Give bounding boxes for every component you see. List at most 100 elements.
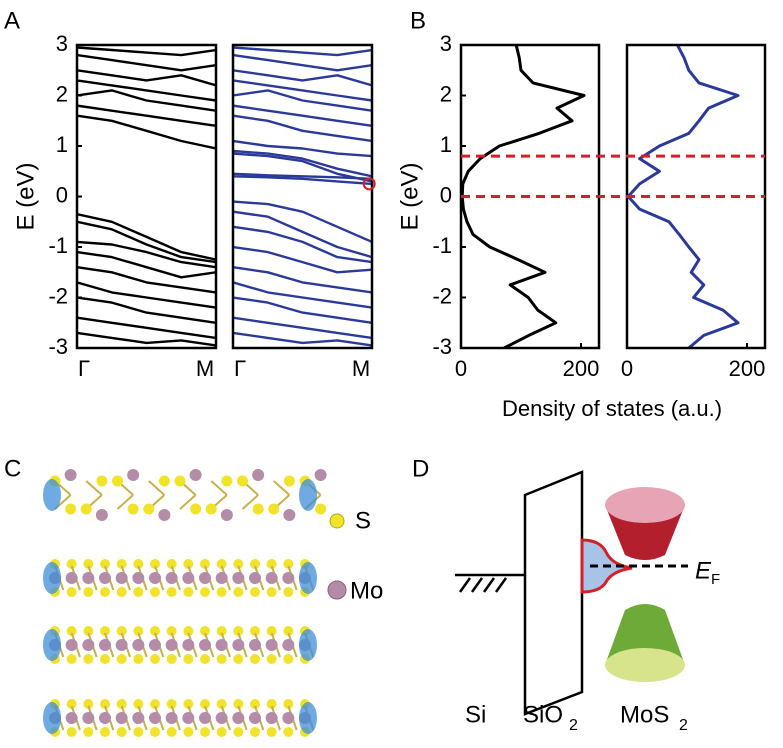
- s-atom: [150, 727, 160, 737]
- s-atom: [200, 587, 210, 597]
- edge-state: [43, 629, 61, 661]
- s-atom: [183, 559, 194, 569]
- s-atom: [83, 587, 94, 597]
- s-atom: [166, 626, 177, 636]
- band: [233, 79, 372, 102]
- mo-atom: [249, 712, 261, 724]
- mo-atom: [149, 639, 161, 651]
- s-atom: [250, 727, 260, 737]
- s-atom: [83, 727, 94, 737]
- plot-frame: [231, 43, 374, 350]
- bond: [273, 480, 291, 496]
- mo-atom: [182, 639, 195, 651]
- mo-atom: [82, 639, 95, 651]
- s-atom: [166, 654, 177, 664]
- hatching: [458, 577, 508, 593]
- panel-label: C: [4, 455, 21, 482]
- edge-state: [43, 562, 61, 594]
- mo-atom: [283, 509, 296, 521]
- s-atom: [183, 727, 194, 737]
- edge-state: [43, 479, 61, 511]
- layer-label: Si: [465, 701, 486, 728]
- valence-band: [605, 604, 685, 665]
- band: [233, 245, 372, 274]
- mo-atom: [132, 572, 145, 584]
- s-atom: [266, 559, 277, 569]
- s-atom: [66, 654, 77, 664]
- mo-atom: [249, 572, 261, 584]
- mo-atom: [215, 712, 228, 724]
- s-atom: [183, 587, 194, 597]
- s-atom: [183, 626, 194, 636]
- mo-atom: [132, 712, 145, 724]
- layer-label: SiO: [523, 701, 563, 728]
- band: [77, 69, 216, 87]
- mo-atom: [220, 509, 233, 521]
- y-tick-label: 2: [440, 81, 452, 106]
- y-tick-label: 3: [56, 31, 68, 56]
- x-tick-label: Γ: [234, 356, 246, 381]
- band: [77, 79, 216, 102]
- s-atom: [252, 503, 264, 515]
- s-atom: [100, 699, 110, 709]
- s-atom: [216, 626, 227, 636]
- s-atom: [116, 626, 127, 636]
- x-tick-label: 200: [729, 356, 766, 381]
- s-atom: [133, 654, 144, 664]
- mo-atom: [82, 712, 95, 724]
- band: [233, 114, 372, 143]
- s-atom: [250, 587, 260, 597]
- bond: [179, 494, 197, 510]
- band: [77, 281, 216, 309]
- mo-atom: [65, 572, 78, 584]
- bond: [85, 480, 103, 496]
- mo-atom: [65, 639, 78, 651]
- s-atom: [200, 727, 210, 737]
- y-tick-label: -1: [432, 233, 452, 258]
- mo-atom: [165, 712, 178, 724]
- band: [77, 114, 216, 150]
- mo-atom: [165, 639, 178, 651]
- band: [77, 331, 216, 347]
- s-atom: [233, 699, 244, 709]
- band: [233, 331, 372, 347]
- band: [233, 152, 372, 183]
- band: [77, 240, 216, 269]
- panel-label: D: [412, 455, 429, 482]
- mo-atom: [215, 639, 228, 651]
- band: [77, 89, 216, 112]
- mo-atom: [82, 572, 95, 584]
- s-atom: [83, 654, 94, 664]
- band: [233, 149, 372, 178]
- mo-atom: [199, 639, 211, 651]
- band: [233, 89, 372, 112]
- band: [233, 139, 372, 158]
- s-atom: [100, 559, 110, 569]
- x-tick-label: 200: [563, 356, 600, 381]
- layer-subscript: 2: [569, 717, 578, 734]
- s-atom: [116, 559, 127, 569]
- layer-label: MoS: [620, 701, 669, 728]
- s-atom: [266, 587, 277, 597]
- s-atom: [66, 727, 77, 737]
- bond: [210, 480, 228, 496]
- edge-state: [299, 629, 317, 661]
- mo-atom: [265, 639, 278, 651]
- panel-label: A: [4, 7, 20, 34]
- s-atom: [166, 587, 177, 597]
- s-atom: [216, 727, 227, 737]
- y-tick-label: 0: [56, 182, 68, 207]
- band: [233, 69, 372, 87]
- s-atom: [250, 559, 260, 569]
- s-atom: [127, 503, 139, 515]
- structure-image: [43, 469, 327, 737]
- mo-atom: [282, 572, 295, 584]
- band: [77, 220, 216, 264]
- bond: [148, 480, 166, 496]
- s-atom: [100, 654, 110, 664]
- y-tick-label: -2: [48, 283, 68, 308]
- band: [77, 213, 216, 261]
- s-atom: [116, 727, 127, 737]
- mo-atom: [115, 639, 128, 651]
